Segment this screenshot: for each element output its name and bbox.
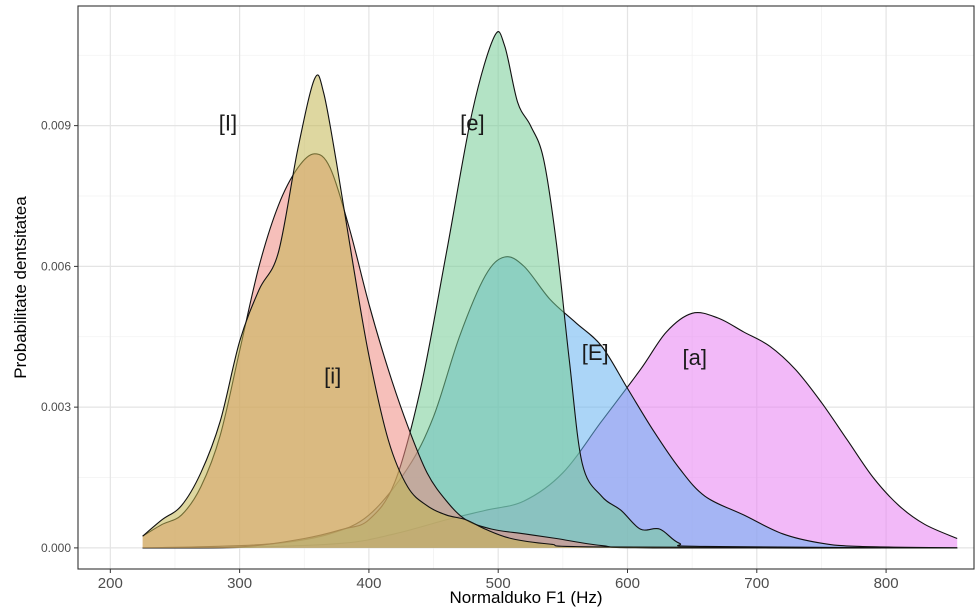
density-area-2 (142, 31, 958, 548)
plot-panel-border (77, 5, 975, 570)
y-tick-label: 0.000 (41, 541, 71, 555)
series-label-3: [i] (324, 364, 341, 389)
x-tick-label: 700 (744, 575, 769, 592)
series-label-2: [e] (460, 110, 484, 135)
x-tick-label: 600 (615, 575, 640, 592)
density-area-0 (142, 312, 958, 548)
series-label-1: [E] (582, 340, 609, 365)
density-outline-4 (142, 74, 958, 549)
series-label-4: [I] (219, 110, 237, 135)
y-tick-label: 0.009 (41, 119, 71, 133)
series-labels: [a] [E] [e] [i] [I] (219, 110, 707, 388)
density-areas (142, 31, 958, 549)
x-tick-label: 500 (486, 575, 511, 592)
y-tick-label: 0.006 (41, 259, 71, 273)
x-tick-label: 800 (874, 575, 899, 592)
axes: 200 300 400 500 600 700 800 0.000 0.003 0.006 0.00… (41, 119, 899, 592)
y-tick-label: 0.003 (41, 400, 71, 414)
x-tick-label: 400 (356, 575, 381, 592)
x-tick-label: 200 (98, 575, 123, 592)
series-label-0: [a] (682, 345, 706, 370)
density-area-4 (142, 74, 958, 548)
y-axis-title: Probabilitate dentsitatea (11, 196, 30, 379)
x-tick-label: 300 (227, 575, 252, 592)
x-axis-title: Normalduko F1 (Hz) (449, 588, 602, 607)
